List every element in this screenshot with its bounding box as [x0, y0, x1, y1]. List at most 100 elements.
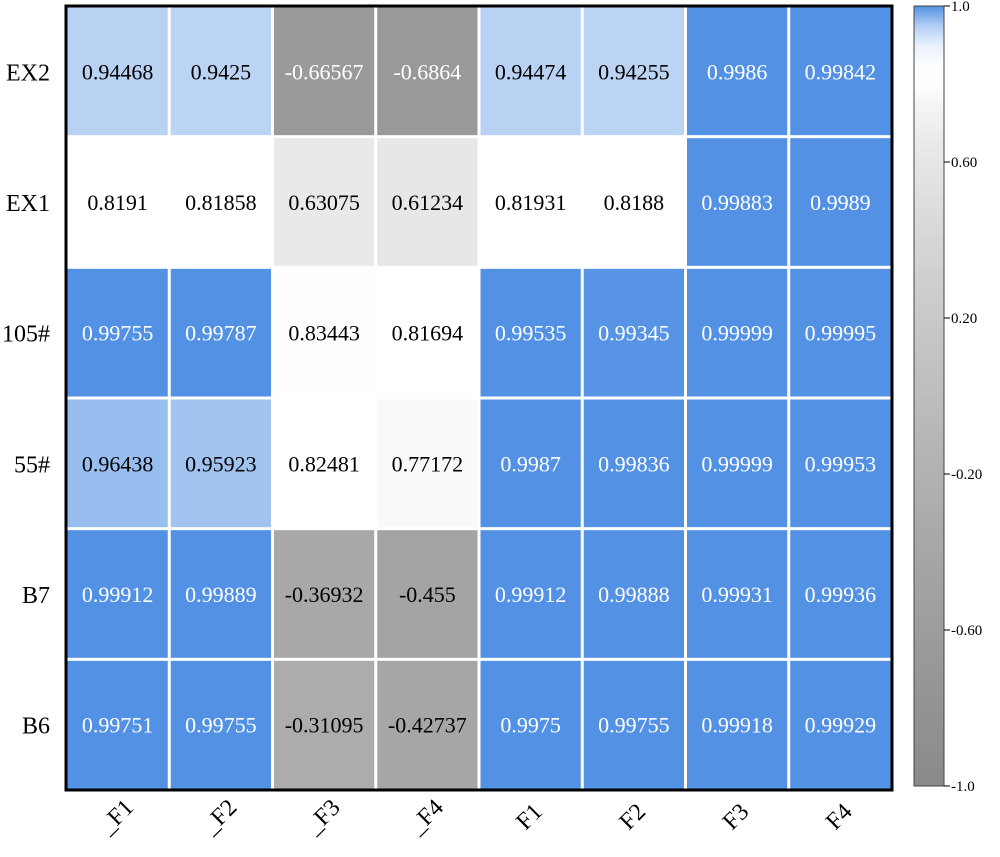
- cell-value-label: -0.36932: [285, 582, 364, 607]
- cell-value-label: 0.9989: [810, 190, 871, 215]
- heatmap-cell: [583, 399, 684, 528]
- heatmap-cell: [274, 530, 375, 658]
- heatmap-cell: [583, 268, 684, 397]
- heatmap-cell: [687, 660, 788, 789]
- heatmap-cells: [66, 6, 892, 790]
- y-tick-label: B6: [22, 714, 50, 740]
- cell-value-label: 0.94255: [598, 59, 670, 84]
- colorbar-tick-label: -0.60: [951, 623, 982, 639]
- heatmap-cell: [480, 660, 581, 789]
- colorbar-tick-label: 0.60: [951, 155, 977, 171]
- x-tick-label: _F3: [300, 795, 346, 841]
- cell-value-label: 0.99888: [598, 582, 670, 607]
- y-tick-label: 105#: [2, 322, 50, 348]
- cell-value-label: 0.99751: [82, 713, 154, 738]
- colorbar-gradient: [913, 5, 945, 787]
- cell-value-label: 0.99883: [701, 190, 773, 215]
- heatmap-cell: [480, 530, 581, 658]
- heatmap-cell: [67, 268, 168, 397]
- cell-value-label: 0.9987: [500, 451, 561, 476]
- heatmap-cell: [377, 399, 478, 528]
- heatmap-cell-labels: 0.94468 0.9425 -0.66567 -0.6864 0.94474 0.942…: [82, 59, 876, 737]
- cell-value-label: 0.82481: [288, 451, 360, 476]
- colorbar-tick-label: -0.20: [951, 467, 982, 483]
- heatmap-cell: [480, 399, 581, 528]
- x-tick-label: F3: [718, 799, 754, 835]
- x-axis-labels: _F1 _F2 _F3 _F4 F1 F2 F3 F4: [94, 795, 858, 841]
- x-tick-label: _F2: [197, 795, 243, 841]
- heatmap-cell: [170, 7, 271, 136]
- heatmap-cell: [377, 7, 478, 136]
- heatmap-cell: [480, 268, 581, 397]
- heatmap-cell: [170, 399, 271, 528]
- cell-value-label: 0.95923: [185, 451, 257, 476]
- heatmap-cell: [170, 268, 271, 397]
- cell-value-label: 0.99755: [185, 713, 257, 738]
- cell-value-label: -0.6864: [393, 59, 461, 84]
- x-tick-label: _F1: [94, 795, 140, 841]
- cell-value-label: 0.99999: [701, 451, 773, 476]
- heatmap-cell: [170, 530, 271, 658]
- heatmap-cell: [687, 138, 788, 266]
- cell-value-label: 0.99836: [598, 451, 670, 476]
- heatmap-cell: [790, 660, 891, 789]
- heatmap-cell: [583, 138, 684, 266]
- cell-value-label: 0.99929: [805, 713, 877, 738]
- heatmap-cell: [790, 7, 891, 136]
- y-tick-label: 55#: [14, 452, 50, 478]
- cell-value-label: 0.83443: [288, 321, 360, 346]
- cell-value-label: 0.99936: [805, 582, 877, 607]
- heatmap-cell: [67, 138, 168, 266]
- heatmap-cell: [790, 399, 891, 528]
- cell-value-label: 0.99889: [185, 582, 257, 607]
- cell-value-label: 0.99755: [598, 713, 670, 738]
- cell-value-label: -0.455: [399, 582, 456, 607]
- cell-value-label: 0.99953: [805, 451, 877, 476]
- heatmap-cell: [274, 268, 375, 397]
- heatmap-cell: [583, 530, 684, 658]
- heatmap-cell: [377, 138, 478, 266]
- cell-value-label: 0.81858: [185, 190, 257, 215]
- heatmap-cell: [687, 530, 788, 658]
- heatmap-cell: [687, 399, 788, 528]
- y-tick-label: B7: [22, 583, 50, 609]
- cell-value-label: 0.99345: [598, 321, 670, 346]
- cell-value-label: -0.42737: [388, 713, 467, 738]
- heatmap-cell: [377, 660, 478, 789]
- heatmap-cell: [67, 530, 168, 658]
- heatmap-cell: [687, 7, 788, 136]
- heatmap-cell: [274, 138, 375, 266]
- colorbar: 1.0 0.60 0.20 -0.20 -0.60 -1.0: [913, 0, 982, 795]
- cell-value-label: 0.99918: [701, 713, 773, 738]
- heatmap-cell: [67, 7, 168, 136]
- y-axis-labels: EX2 EX1 105# 55# B7 B6: [2, 60, 50, 739]
- cell-value-label: 0.99999: [701, 321, 773, 346]
- heatmap-cell: [67, 660, 168, 789]
- colorbar-tick-label: 1.0: [951, 0, 970, 15]
- colorbar-ticks: 1.0 0.60 0.20 -0.20 -0.60 -1.0: [944, 0, 982, 795]
- heatmap-cell: [790, 530, 891, 658]
- cell-value-label: 0.99931: [701, 582, 773, 607]
- cell-value-label: 0.8191: [87, 190, 148, 215]
- heatmap-cell: [170, 138, 271, 266]
- heatmap-cell: [377, 268, 478, 397]
- cell-value-label: 0.9425: [191, 59, 252, 84]
- cell-value-label: 0.99912: [495, 582, 567, 607]
- cell-value-label: 0.81694: [392, 321, 464, 346]
- x-tick-label: F4: [821, 799, 857, 835]
- heatmap-cell: [480, 138, 581, 266]
- heatmap-cell: [274, 7, 375, 136]
- heatmap-cell: [480, 7, 581, 136]
- heatmap-cell: [583, 660, 684, 789]
- cell-value-label: 0.99842: [805, 59, 877, 84]
- cell-value-label: 0.9986: [707, 59, 768, 84]
- heatmap-cell: [170, 660, 271, 789]
- grid-background: [66, 6, 892, 790]
- plot-frame: [64, 4, 894, 792]
- heatmap-cell: [687, 268, 788, 397]
- cell-value-label: 0.99995: [805, 321, 877, 346]
- cell-value-label: 0.8188: [604, 190, 665, 215]
- cell-value-label: 0.94468: [82, 59, 154, 84]
- cell-value-label: 0.63075: [288, 190, 360, 215]
